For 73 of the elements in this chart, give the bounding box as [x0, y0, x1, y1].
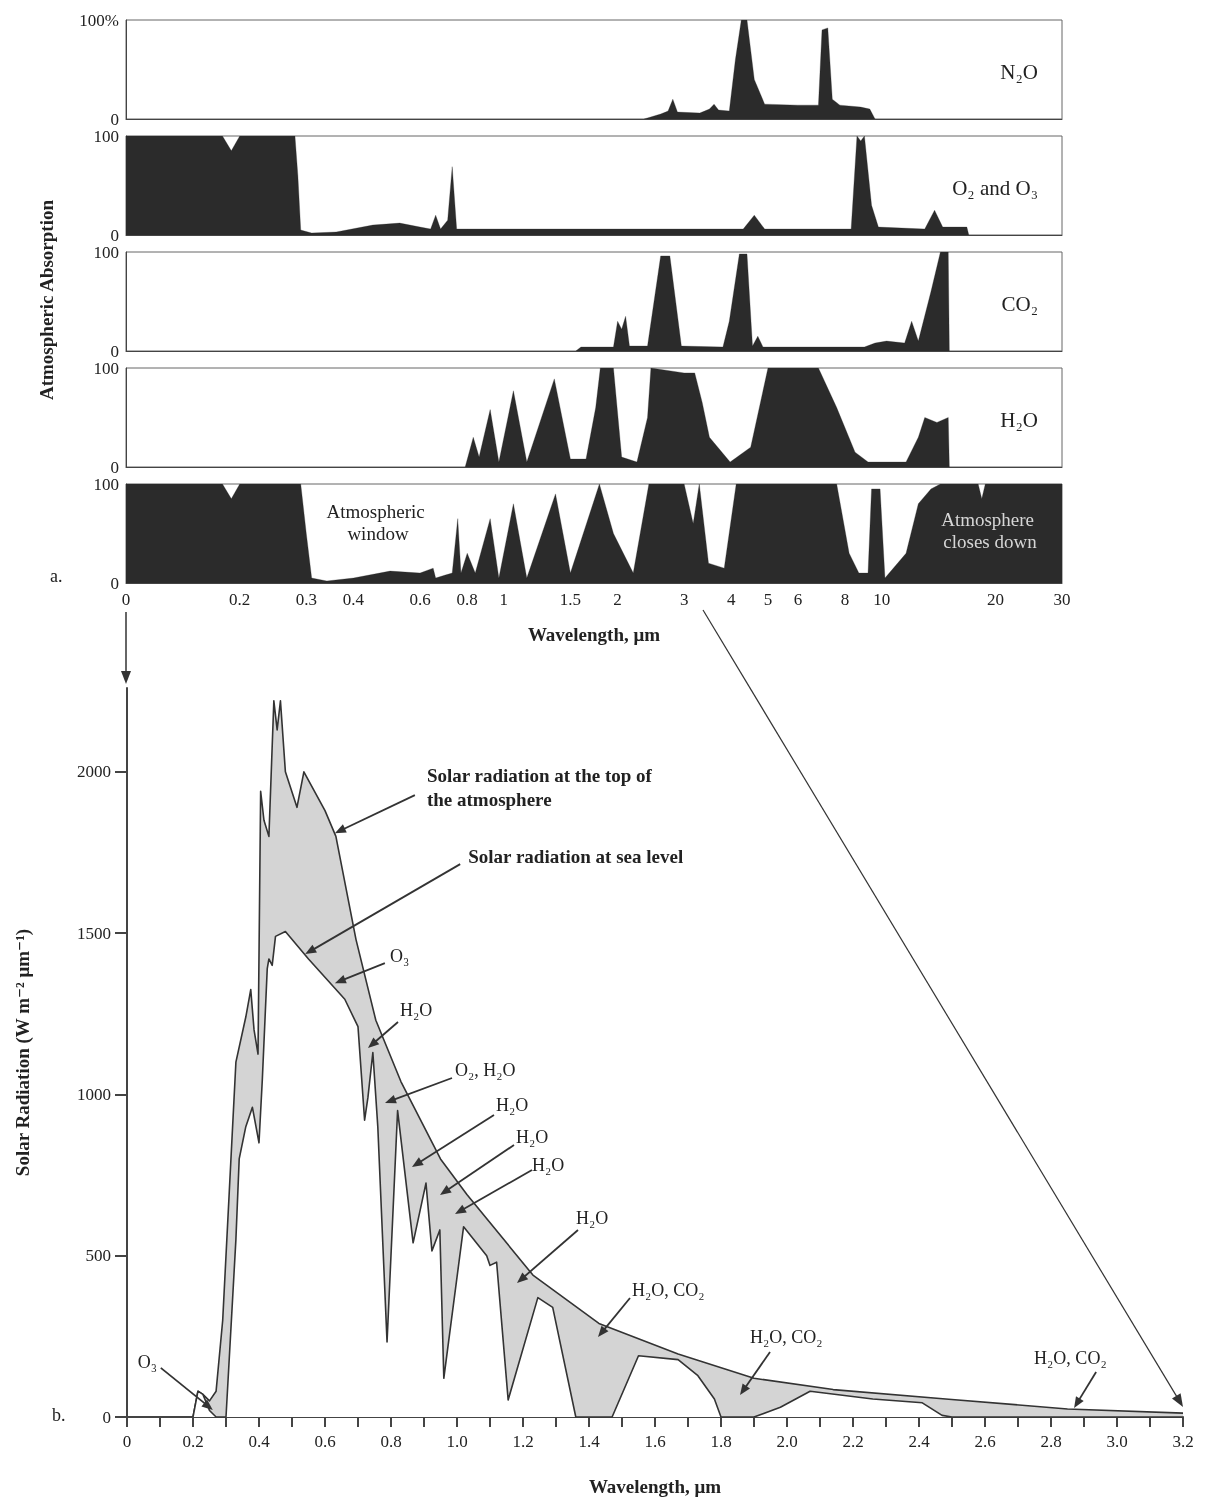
y-axis-title: Atmospheric Absorption [36, 199, 58, 401]
x-tick-label: 3 [679, 590, 689, 609]
x-tick-label: 1.6 [644, 1432, 666, 1451]
text: O₂ and O₃ [952, 175, 1038, 200]
text: CO₂ [1001, 291, 1039, 316]
y-tick-label: 100 [93, 474, 119, 494]
y-tick-label: 0 [110, 341, 119, 361]
x-tick-label: 3.2 [1172, 1432, 1194, 1451]
annotation: H₂O, CO₂ [632, 1280, 705, 1300]
x-tick-label: 2.8 [1040, 1432, 1062, 1451]
annotation: Solar radiation at the top of the atmosphere [426, 764, 657, 810]
x-tick-label: 0.2 [182, 1432, 204, 1451]
x-tick-label: 10 [873, 590, 891, 609]
x-axis-title: Wavelength, μm [527, 624, 661, 645]
y-tick-label: 500 [85, 1246, 111, 1266]
x-tick-label: 2.0 [776, 1432, 798, 1451]
x-tick-label: 0.8 [380, 1432, 402, 1451]
annotation: H₂O [516, 1127, 549, 1147]
x-tick-label: 2.4 [908, 1432, 931, 1451]
x-tick-label: 20 [986, 590, 1004, 609]
y-axis-title: Solar Radiation (W m⁻² μm⁻¹) [12, 928, 34, 1177]
x-tick-label: 0.8 [456, 590, 478, 609]
x-tick-label: 0.6 [409, 590, 431, 609]
y-tick-label: 0 [110, 457, 119, 477]
y-tick-label: 0 [110, 225, 119, 245]
x-tick-label: 8 [840, 590, 850, 609]
x-tick-label: 2.6 [974, 1432, 996, 1451]
x-tick-label: 5 [763, 590, 773, 609]
text: a. [50, 566, 63, 586]
annotation: Atmosphere closes down [941, 508, 1039, 552]
annotation: O₃ [137, 1351, 158, 1372]
y-tick-label: 0 [102, 1407, 111, 1427]
x-axis-title: Wavelength, μm [588, 1476, 722, 1497]
x-tick-label: 2.2 [842, 1432, 864, 1451]
x-tick-label: 6 [793, 590, 803, 609]
annotation: O₃ [389, 946, 410, 967]
x-tick-label: 1 [499, 590, 509, 609]
annotation: H₂O [496, 1095, 529, 1115]
x-tick-label: 1.5 [559, 590, 582, 609]
x-tick-label: 1.2 [512, 1432, 534, 1451]
x-tick-label: 0.6 [314, 1432, 336, 1451]
y-tick-label: 100 [93, 358, 119, 378]
annotation: H₂O [576, 1208, 609, 1228]
annotation: H₂O [400, 1000, 433, 1020]
x-tick-label: 0 [122, 1432, 132, 1451]
annotation: H₂O, CO₂ [1034, 1347, 1107, 1368]
x-tick-label: 1.4 [578, 1432, 601, 1451]
text: N₂O [1000, 59, 1038, 84]
x-tick-label: 0.2 [229, 590, 251, 609]
text: H₂O [1000, 407, 1038, 432]
y-tick-label: 1500 [77, 923, 111, 943]
y-tick-label: 100% [79, 10, 119, 30]
x-tick-label: 1.0 [446, 1432, 468, 1451]
y-tick-label: 100 [93, 126, 119, 146]
x-tick-label: 30 [1053, 590, 1071, 609]
y-tick-label: 0 [110, 109, 119, 129]
x-tick-label: 2 [613, 590, 622, 609]
x-tick-label: 3.0 [1106, 1432, 1128, 1451]
x-tick-label: 0.4 [248, 1432, 271, 1451]
annotation: H₂O, CO₂ [750, 1327, 823, 1347]
annotation: Atmospheric window [326, 500, 430, 544]
annotation: Solar radiation at sea level [468, 845, 684, 867]
y-tick-label: 0 [110, 573, 119, 593]
text: b. [52, 1405, 66, 1425]
y-tick-label: 1000 [77, 1084, 111, 1104]
x-tick-label: 4 [727, 590, 737, 609]
y-tick-label: 100 [93, 242, 119, 262]
x-tick-label: 1.8 [710, 1432, 732, 1451]
annotation: H₂O [532, 1155, 565, 1175]
x-tick-label: 0.3 [295, 590, 317, 609]
y-tick-label: 2000 [77, 762, 111, 782]
x-tick-label: 0.4 [342, 590, 365, 609]
annotation: O₂, H₂O [455, 1060, 516, 1080]
